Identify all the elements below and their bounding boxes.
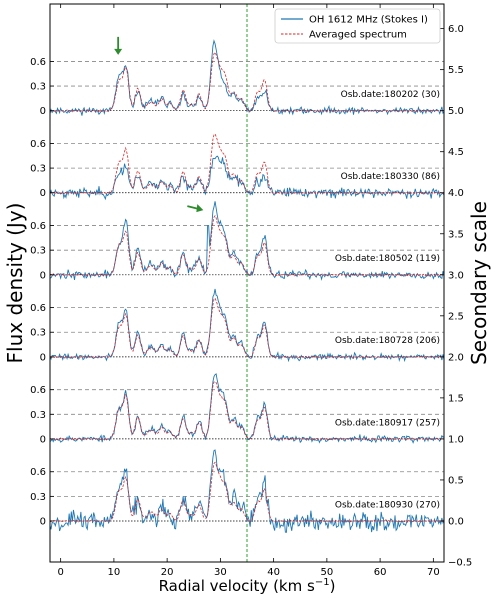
y-right-tick-label: 6.0 — [448, 24, 464, 35]
averaged-series-line — [50, 461, 444, 523]
spectrum-panel — [50, 288, 444, 363]
y-left-tick-label: 0 — [40, 434, 46, 445]
x-tick-label: 70 — [427, 567, 440, 578]
y-left-tick-label: 0.6 — [30, 221, 46, 232]
y-right-tick-label: 1.0 — [448, 434, 464, 445]
x-tick-label: 0 — [57, 567, 63, 578]
averaged-series-line — [50, 297, 444, 359]
spectrum-panel — [50, 449, 444, 533]
y-right-tick-label: 4.5 — [448, 147, 464, 158]
averaged-series-line — [50, 51, 444, 113]
y-left-tick-label: 0 — [40, 106, 46, 117]
y-left-tick-label: 0 — [40, 188, 46, 199]
panel-date-label: Osb.date:180930 (270) — [335, 500, 440, 510]
averaged-series-line — [50, 380, 444, 441]
y-left-tick-label: 0.3 — [30, 410, 46, 421]
panel-date-label: Osb.date:180728 (206) — [335, 336, 440, 346]
y-right-tick-label: −0.5 — [448, 558, 472, 569]
y-right-tick-label: 5.5 — [448, 65, 464, 76]
spectrum-panel — [50, 201, 444, 281]
y-left-tick-label: 0.3 — [30, 82, 46, 93]
y-left-tick-label: 0.6 — [30, 139, 46, 150]
panel-date-label: Osb.date:180502 (119) — [335, 254, 440, 264]
y-left-tick-label: 0.3 — [30, 328, 46, 339]
y-left-tick-label: 0 — [40, 352, 46, 363]
legend-label-stokes-i: OH 1612 MHz (Stokes I) — [309, 15, 428, 26]
y-axis-right-title: Secondary scale — [467, 201, 491, 365]
feature-arrow-head — [196, 204, 204, 213]
y-left-tick-label: 0.3 — [30, 246, 46, 257]
spectrum-panel — [50, 39, 444, 116]
chart-legend: OH 1612 MHz (Stokes I) Averaged spectrum — [274, 8, 441, 44]
y-left-tick-label: 0.6 — [30, 303, 46, 314]
panel-date-label: Osb.date:180202 (30) — [341, 90, 440, 100]
legend-label-averaged: Averaged spectrum — [309, 30, 407, 41]
y-left-tick-label: 0 — [40, 270, 46, 281]
y-right-tick-label: 5.0 — [448, 106, 464, 117]
panel-date-label: Osb.date:180330 (86) — [341, 172, 440, 182]
y-right-tick-label: 1.5 — [448, 393, 464, 404]
panel-date-label: Osb.date:180917 (257) — [335, 418, 440, 428]
x-tick-label: 40 — [267, 567, 280, 578]
x-tick-label: 60 — [374, 567, 387, 578]
y-left-tick-label: 0.3 — [30, 164, 46, 175]
y-left-tick-label: 0.3 — [30, 492, 46, 503]
y-right-tick-label: 0.5 — [448, 475, 464, 486]
x-tick-label: 50 — [320, 567, 333, 578]
stokes-i-series-line — [50, 201, 444, 281]
y-right-tick-label: 0.0 — [448, 516, 464, 527]
stokes-i-series-line — [50, 39, 444, 116]
x-axis-title: Radial velocity (km s−1) — [159, 577, 336, 595]
y-axis-left-title: Flux density (Jy) — [3, 203, 27, 364]
y-left-tick-label: 0.6 — [30, 467, 46, 478]
averaged-series-line — [50, 215, 444, 277]
x-tick-label: 30 — [214, 567, 227, 578]
y-right-tick-label: 4.0 — [448, 188, 464, 199]
y-right-tick-label: 3.5 — [448, 229, 464, 240]
plot-frame — [49, 3, 445, 563]
feature-arrow-head — [114, 48, 123, 55]
y-right-tick-label: 2.5 — [448, 311, 464, 322]
spectrum-panel — [50, 133, 444, 201]
x-tick-label: 10 — [108, 567, 121, 578]
x-tick-label: 20 — [161, 567, 174, 578]
y-right-tick-label: 2.0 — [448, 352, 464, 363]
y-left-tick-label: 0 — [40, 516, 46, 527]
legend-box — [274, 8, 441, 44]
y-right-tick-label: 3.0 — [448, 270, 464, 281]
y-left-tick-label: 0.6 — [30, 57, 46, 68]
averaged-series-line — [50, 133, 444, 195]
spectrum-panel — [50, 373, 444, 444]
y-left-tick-label: 0.6 — [30, 385, 46, 396]
stokes-i-series-line — [50, 449, 444, 533]
